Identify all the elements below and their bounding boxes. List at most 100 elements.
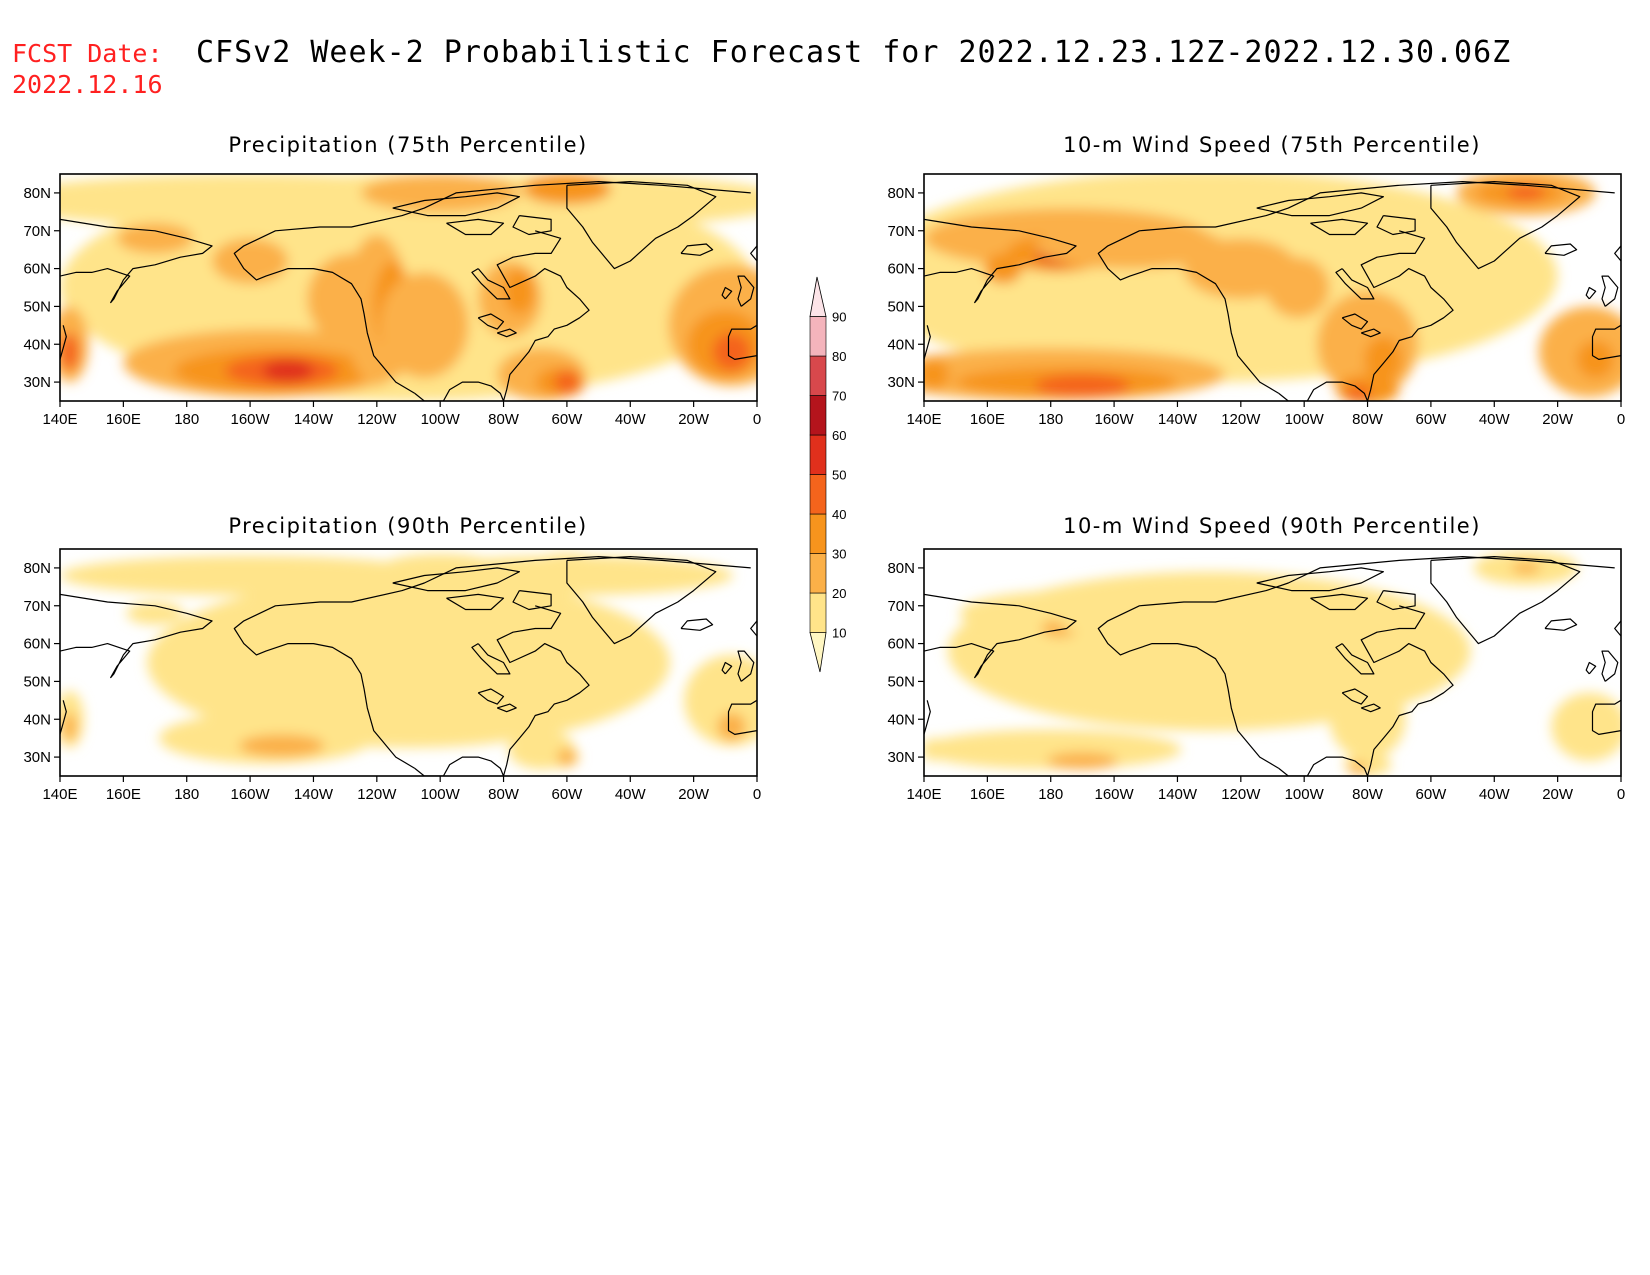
lon-tick-label: 140E	[906, 411, 941, 428]
lon-tick-label: 160W	[230, 411, 270, 428]
lon-tick-label: 40W	[1479, 411, 1511, 428]
lat-tick-label: 50N	[23, 298, 51, 315]
lon-tick-label: 100W	[421, 411, 461, 428]
coastlines	[60, 181, 757, 401]
lat-tick-label: 50N	[887, 673, 915, 690]
map-frame	[923, 548, 1622, 777]
lon-tick-label: 120W	[357, 786, 397, 803]
prob-area	[1034, 223, 1225, 269]
colorbar-segment	[809, 632, 827, 673]
map-panel-precip90: 140E 160E 180 160W 140W 120W 100W 80W 60W 40W 20W 0…	[23, 548, 761, 803]
prob-area	[1058, 603, 1202, 638]
coastline	[1341, 688, 1369, 705]
panel-title-wind75: 10-m Wind Speed (75th Percentile)	[1063, 133, 1481, 157]
coastlines	[60, 556, 757, 776]
panel-title-wind90: 10-m Wind Speed (90th Percentile)	[1063, 514, 1481, 538]
colorbar-segment	[809, 395, 827, 436]
coastline	[1376, 215, 1416, 236]
prob-area	[557, 748, 577, 766]
coastline	[1601, 650, 1619, 682]
coastline	[750, 620, 757, 637]
prob-area	[1345, 385, 1371, 401]
coastline	[1335, 268, 1375, 300]
prob-area	[360, 174, 520, 212]
lon-tick-label: 160W	[1094, 786, 1134, 803]
lon-tick-label: 20W	[678, 786, 710, 803]
prob-area	[262, 359, 314, 383]
coastline	[1335, 643, 1375, 675]
lon-tick-label: 140W	[1158, 786, 1198, 803]
prob-area	[507, 649, 532, 684]
shading-wind90	[924, 549, 1621, 776]
prob-area	[221, 618, 279, 654]
coastline	[924, 593, 1077, 679]
prob-area	[1343, 753, 1392, 776]
prob-area	[379, 272, 469, 379]
lon-tick-label: 180	[1038, 411, 1063, 428]
coastline	[727, 324, 757, 360]
lat-tick-label: 80N	[887, 185, 915, 202]
lon-tick-label: 80W	[1352, 786, 1384, 803]
prob-area	[1274, 639, 1322, 686]
lon-tick-label: 140E	[906, 786, 941, 803]
coastline	[60, 325, 67, 361]
map-panel-wind75: 140E 160E 180 160W 140W 120W 100W 80W 60W 40W 20W 0…	[887, 173, 1625, 428]
map-panel-wind90: 140E 160E 180 160W 140W 120W 100W 80W 60W 40W 20W 0…	[887, 548, 1625, 803]
coastline	[750, 245, 757, 262]
lon-tick-label: 140W	[1158, 411, 1198, 428]
lon-tick-label: 60W	[1415, 786, 1447, 803]
lon-tick-label: 40W	[615, 786, 647, 803]
coastline	[1591, 699, 1621, 735]
colorbar-label: 20	[832, 586, 846, 601]
coastline	[471, 643, 511, 675]
lon-tick-label: 120W	[357, 411, 397, 428]
lon-tick-label: 80W	[488, 411, 520, 428]
lon-tick-label: 100W	[1285, 786, 1325, 803]
lat-tick-label: 40N	[23, 336, 51, 353]
prob-area	[988, 632, 1018, 655]
prob-area	[1511, 562, 1541, 574]
colorbar-label: 30	[832, 547, 846, 562]
coastline	[477, 313, 505, 330]
coastline	[446, 593, 505, 611]
lon-tick-label: 120W	[1221, 411, 1261, 428]
shading-wind75	[924, 174, 1621, 401]
prob-area	[1348, 762, 1368, 775]
lon-tick-label: 0	[753, 786, 761, 803]
lat-tick-label: 60N	[887, 636, 915, 653]
lat-tick-label: 70N	[887, 598, 915, 615]
map-panel-precip75: 140E 160E 180 160W 140W 120W 100W 80W 60W 40W 20W 0…	[23, 173, 761, 428]
prob-area	[269, 737, 308, 755]
colorbar-label: 90	[832, 310, 846, 325]
colorbar-segment	[809, 592, 827, 633]
coastline	[1585, 286, 1597, 300]
coastline	[1341, 313, 1369, 330]
prob-area	[717, 712, 746, 742]
coastline	[1591, 324, 1621, 360]
lat-tick-label: 70N	[887, 223, 915, 240]
lat-tick-label: 50N	[887, 298, 915, 315]
fcst-date-value: 2022.12.16	[12, 70, 163, 99]
coastline	[1430, 556, 1581, 645]
coastline	[727, 699, 757, 735]
lat-tick-label: 80N	[23, 560, 51, 577]
coastlines	[924, 181, 1621, 401]
coastline	[496, 328, 517, 338]
lat-tick-label: 80N	[887, 560, 915, 577]
colorbar-label: 40	[832, 507, 846, 522]
lat-tick-label: 40N	[887, 711, 915, 728]
lon-tick-label: 60W	[551, 786, 583, 803]
lon-tick-label: 20W	[1542, 786, 1574, 803]
lon-tick-label: 80W	[488, 786, 520, 803]
lon-tick-label: 140E	[42, 411, 77, 428]
lat-tick-label: 70N	[23, 223, 51, 240]
prob-area	[1364, 336, 1403, 383]
lon-tick-label: 160W	[1094, 411, 1134, 428]
lon-tick-label: 160E	[106, 786, 141, 803]
lon-tick-label: 160E	[970, 411, 1005, 428]
coastline	[1614, 245, 1621, 262]
colorbar-segment	[809, 553, 827, 594]
prob-area	[60, 555, 441, 596]
coastline	[471, 268, 511, 300]
